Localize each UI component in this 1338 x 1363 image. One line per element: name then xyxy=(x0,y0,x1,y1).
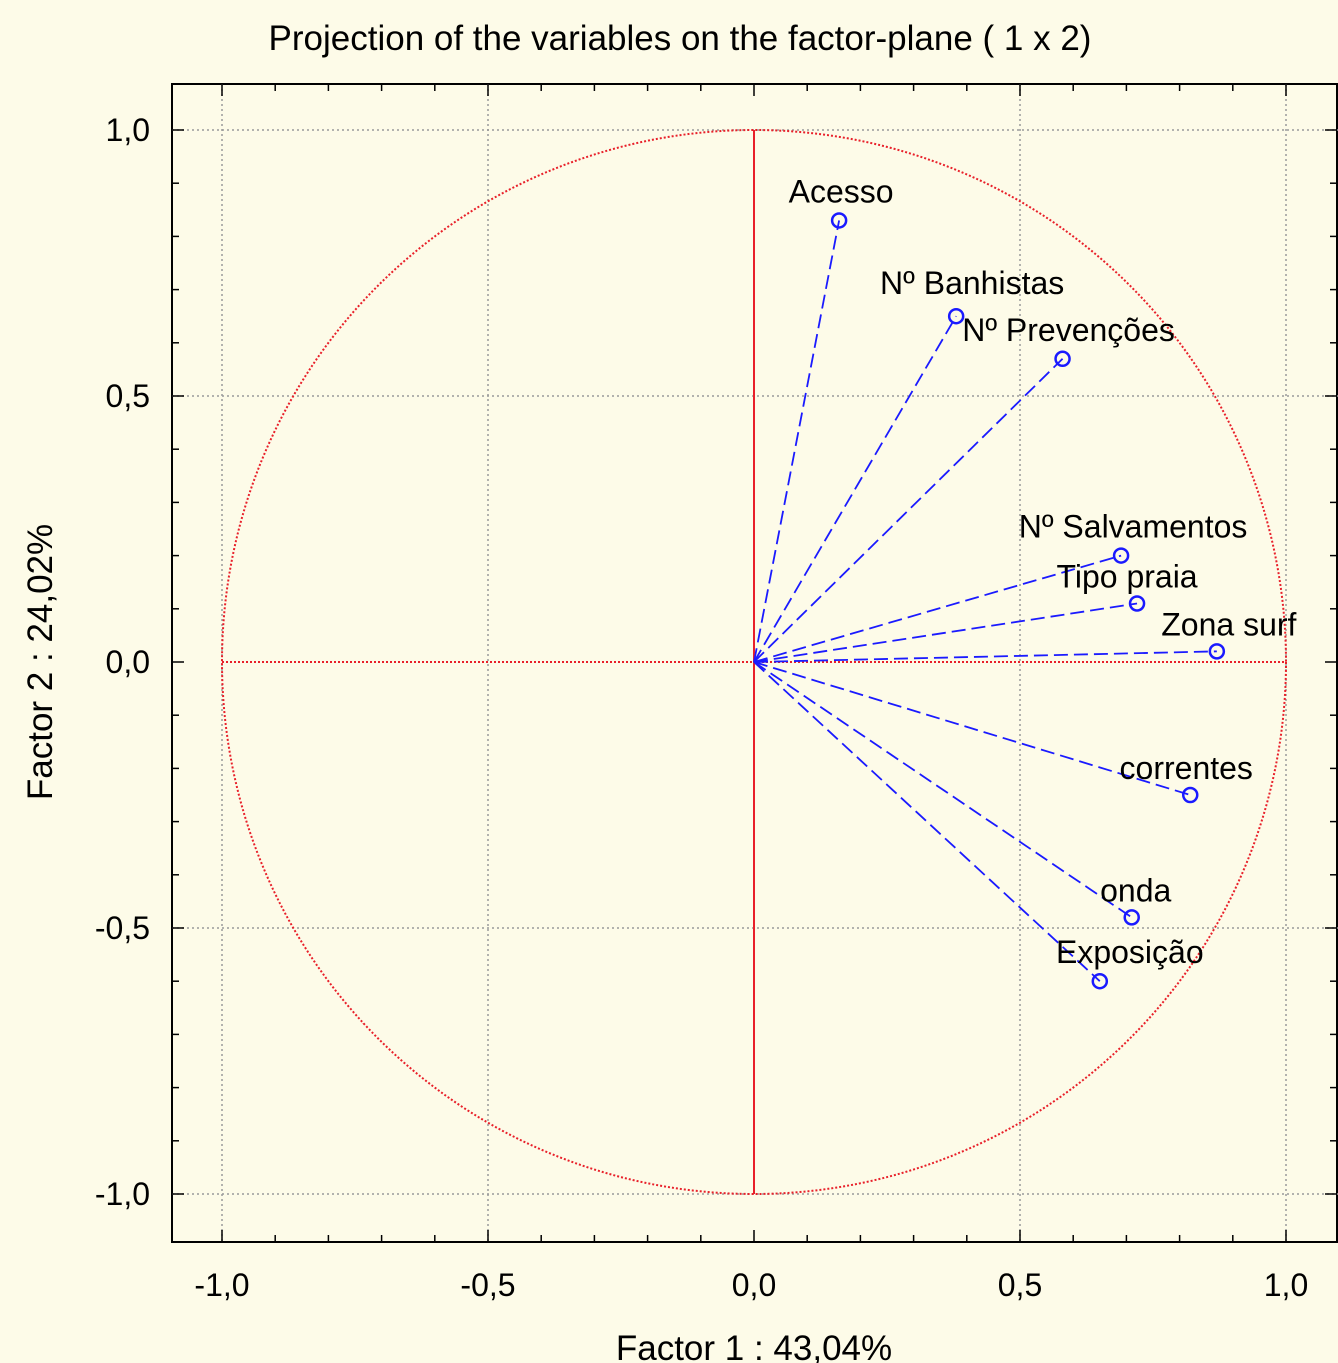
vector-1 xyxy=(753,315,957,663)
unit-circle xyxy=(221,129,1287,1195)
point-marker-5 xyxy=(1208,643,1226,660)
point-label-6: correntes xyxy=(1120,750,1253,786)
point-label-4: Tipo praia xyxy=(1056,558,1197,594)
x-tick-label-3: 0,5 xyxy=(998,1267,1042,1303)
point-marker-4 xyxy=(1128,595,1146,612)
y-tick-label-4: 1,0 xyxy=(106,112,150,148)
y-tick-label-2: 0,0 xyxy=(106,644,150,680)
point-marker-6 xyxy=(1181,786,1199,804)
point-marker-3 xyxy=(1112,547,1130,564)
chart-title: Projection of the variables on the facto… xyxy=(269,19,1092,58)
point-label-8: Exposição xyxy=(1056,934,1204,970)
vector-5 xyxy=(753,650,1217,663)
vector-0 xyxy=(753,220,841,663)
x-axis-label: Factor 1 : 43,04% xyxy=(616,1329,892,1363)
vector-2 xyxy=(753,358,1064,663)
point-label-2: Nº Prevenções xyxy=(962,312,1175,348)
point-label-7: onda xyxy=(1100,872,1171,908)
vector-6 xyxy=(753,661,1191,796)
grid xyxy=(172,84,1338,1242)
point-marker-2 xyxy=(1054,350,1071,368)
y-tick-label-0: -1,0 xyxy=(95,1176,150,1212)
point-marker-0 xyxy=(830,212,848,229)
y-tick-label-1: -0,5 xyxy=(95,910,150,946)
y-axis-label: Factor 2 : 24,02% xyxy=(21,524,60,800)
point-marker-8 xyxy=(1091,972,1109,990)
point-marker-7 xyxy=(1123,909,1140,926)
tick-labels: -1,0 -0,5 0,0 0,5 1,0 -1,0 -0,5 0,0 0,5 1,0 xyxy=(95,112,1308,1303)
axis-ticks xyxy=(172,84,1337,1242)
vector-3 xyxy=(753,554,1122,663)
data-points: Acesso Nº Banhistas Nº Prevenções Nº Salvam… xyxy=(789,173,1297,990)
y-tick-label-3: 0,5 xyxy=(106,378,150,414)
x-tick-label-4: 1,0 xyxy=(1264,1267,1308,1303)
x-tick-label-1: -0,5 xyxy=(460,1267,515,1303)
vector-4 xyxy=(753,602,1138,663)
vector-8 xyxy=(753,661,1101,982)
point-label-3: Nº Salvamentos xyxy=(1019,509,1248,545)
point-label-5: Zona surf xyxy=(1161,606,1296,642)
point-label-0: Acesso xyxy=(789,173,894,209)
x-tick-label-2: 0,0 xyxy=(732,1267,776,1303)
point-marker-1 xyxy=(947,307,965,325)
point-label-1: Nº Banhistas xyxy=(880,265,1064,301)
vectors xyxy=(753,220,1217,982)
x-tick-label-0: -1,0 xyxy=(194,1267,249,1303)
vector-7 xyxy=(753,661,1133,919)
